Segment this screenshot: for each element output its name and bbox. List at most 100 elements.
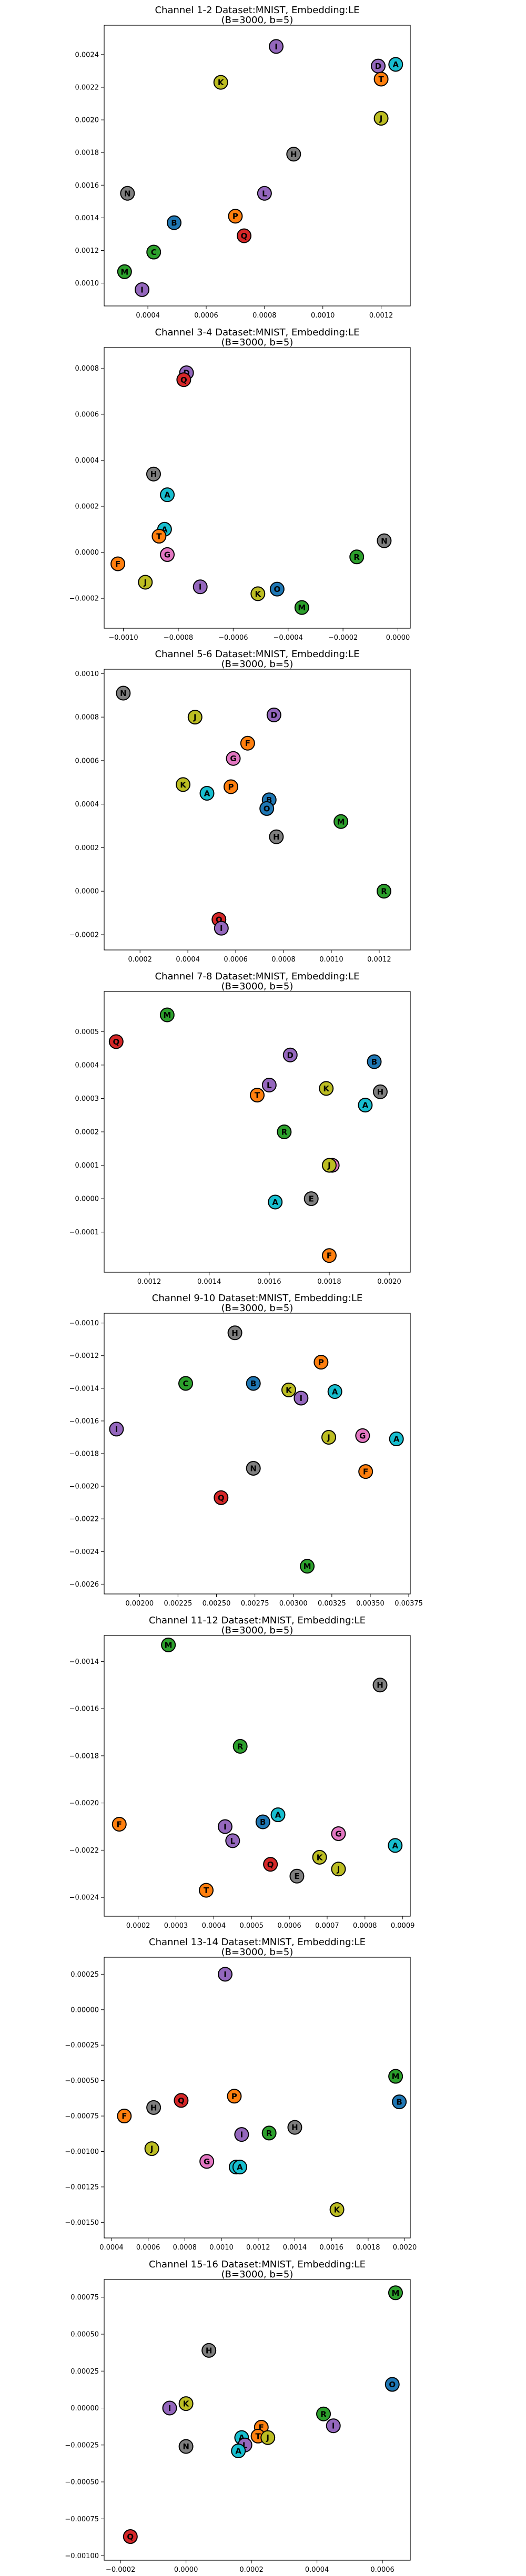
y-tick-label: 0.0006 — [75, 757, 99, 765]
y-tick-label: −0.0024 — [69, 1548, 99, 1556]
chart-title: Channel 13-14 Dataset:MNIST, Embedding:L… — [149, 1937, 366, 1948]
point-label: H — [291, 2123, 298, 2132]
x-tick-label: 0.0003 — [164, 1922, 188, 1930]
y-tick-label: −0.0016 — [69, 1705, 99, 1713]
point-label: F — [245, 739, 250, 748]
point-marker — [120, 186, 135, 201]
scatter-point: A — [231, 2443, 246, 2458]
point-label: K — [255, 589, 261, 598]
point-marker — [389, 1432, 404, 1447]
x-tick-label: 0.0010 — [311, 312, 335, 320]
x-tick-label: 0.0020 — [377, 1278, 401, 1286]
scatter-point: R — [349, 549, 365, 564]
scatter-point: B — [367, 1054, 382, 1069]
point-marker — [161, 1637, 176, 1652]
scatter-point: J — [373, 110, 389, 126]
point-marker — [160, 487, 175, 502]
scatter-chart-3: Channel 5-6 Dataset:MNIST, Embedding:LE(… — [69, 649, 411, 964]
x-tick-label: 0.0000 — [386, 634, 410, 642]
point-label: J — [327, 1433, 330, 1442]
point-marker — [312, 1849, 327, 1865]
scatter-point: Q — [214, 1490, 229, 1505]
point-marker — [237, 228, 252, 243]
point-marker — [178, 1376, 194, 1391]
scatter-point: D — [371, 58, 386, 74]
scatter-point: G — [226, 751, 241, 766]
point-marker — [321, 1429, 336, 1445]
x-tick-label: 0.0002 — [239, 2566, 264, 2574]
scatter-point: I — [135, 282, 150, 297]
scatter-point: Q — [174, 2093, 189, 2108]
scatter-point: A — [232, 2160, 247, 2175]
point-marker — [372, 1677, 388, 1692]
point-label: A — [362, 1100, 369, 1110]
scatter-point: A — [268, 1194, 283, 1209]
point-label: J — [327, 1161, 331, 1170]
x-tick-label: 0.00350 — [356, 1600, 385, 1608]
x-tick-label: 0.00200 — [125, 1600, 154, 1608]
scatter-point: M — [117, 264, 132, 279]
point-label: B — [250, 1379, 256, 1388]
x-tick-label: −0.0002 — [328, 634, 358, 642]
point-marker — [135, 282, 150, 297]
scatter-point: H — [286, 147, 301, 162]
y-tick-label: −0.0002 — [69, 932, 99, 939]
point-marker — [138, 574, 153, 589]
x-tick-label: 0.0010 — [319, 956, 343, 964]
scatter-point: T — [199, 1883, 214, 1898]
point-label: H — [150, 469, 157, 479]
point-label: A — [164, 490, 170, 499]
chart-subtitle: (B=3000, b=5) — [221, 981, 294, 992]
x-tick-label: 0.0016 — [257, 1278, 281, 1286]
point-marker — [146, 466, 161, 482]
scatter-point: O — [385, 2377, 400, 2392]
scatter-point: F — [240, 735, 255, 751]
point-marker — [227, 2089, 242, 2104]
y-tick-label: 0.00075 — [70, 2294, 99, 2302]
point-marker — [300, 1559, 315, 1574]
y-tick-label: −0.0020 — [69, 1800, 99, 1807]
x-tick-label: 0.00225 — [164, 1600, 192, 1608]
point-label: B — [260, 1817, 266, 1827]
scatter-point: P — [228, 209, 243, 224]
point-marker — [294, 1391, 309, 1406]
point-label: G — [204, 2157, 210, 2166]
y-tick-label: 0.00000 — [70, 2405, 99, 2413]
point-label: N — [124, 189, 131, 198]
point-marker — [261, 2125, 277, 2141]
point-label: Q — [241, 231, 248, 241]
point-label: J — [379, 114, 383, 123]
point-label: P — [231, 2092, 237, 2101]
point-label: C — [183, 1379, 188, 1388]
point-marker — [214, 1490, 229, 1505]
point-label: A — [237, 2163, 243, 2172]
point-label: B — [396, 2098, 402, 2107]
plot-frame — [104, 1634, 411, 1917]
y-tick-label: 0.0000 — [75, 1195, 99, 1203]
scatter-point: F — [117, 2109, 132, 2124]
point-marker — [225, 1833, 240, 1848]
point-marker — [123, 2529, 138, 2544]
point-label: G — [335, 1829, 341, 1838]
point-label: A — [235, 2446, 241, 2456]
x-tick-label: 0.0012 — [369, 312, 393, 320]
point-marker — [259, 801, 275, 816]
point-label: J — [150, 2144, 154, 2154]
point-label: F — [122, 2112, 127, 2121]
scatter-point: G — [160, 547, 175, 562]
scatter-point: G — [331, 1826, 346, 1841]
point-label: A — [393, 1435, 400, 1444]
scatter-point: N — [116, 686, 131, 701]
point-marker — [304, 1191, 319, 1206]
y-tick-label: −0.0020 — [69, 1483, 99, 1491]
point-marker — [372, 1084, 388, 1099]
y-tick-label: −0.0026 — [69, 1581, 99, 1589]
y-tick-label: 0.0024 — [75, 51, 99, 59]
point-label: K — [183, 2399, 190, 2408]
chart-title: Channel 11-12 Dataset:MNIST, Embedding:L… — [149, 1615, 366, 1626]
plot-frame — [104, 990, 411, 1273]
y-tick-label: −0.0010 — [69, 1320, 99, 1327]
point-label: T — [378, 75, 384, 84]
point-marker — [367, 1054, 382, 1069]
y-tick-label: 0.0022 — [75, 84, 99, 91]
